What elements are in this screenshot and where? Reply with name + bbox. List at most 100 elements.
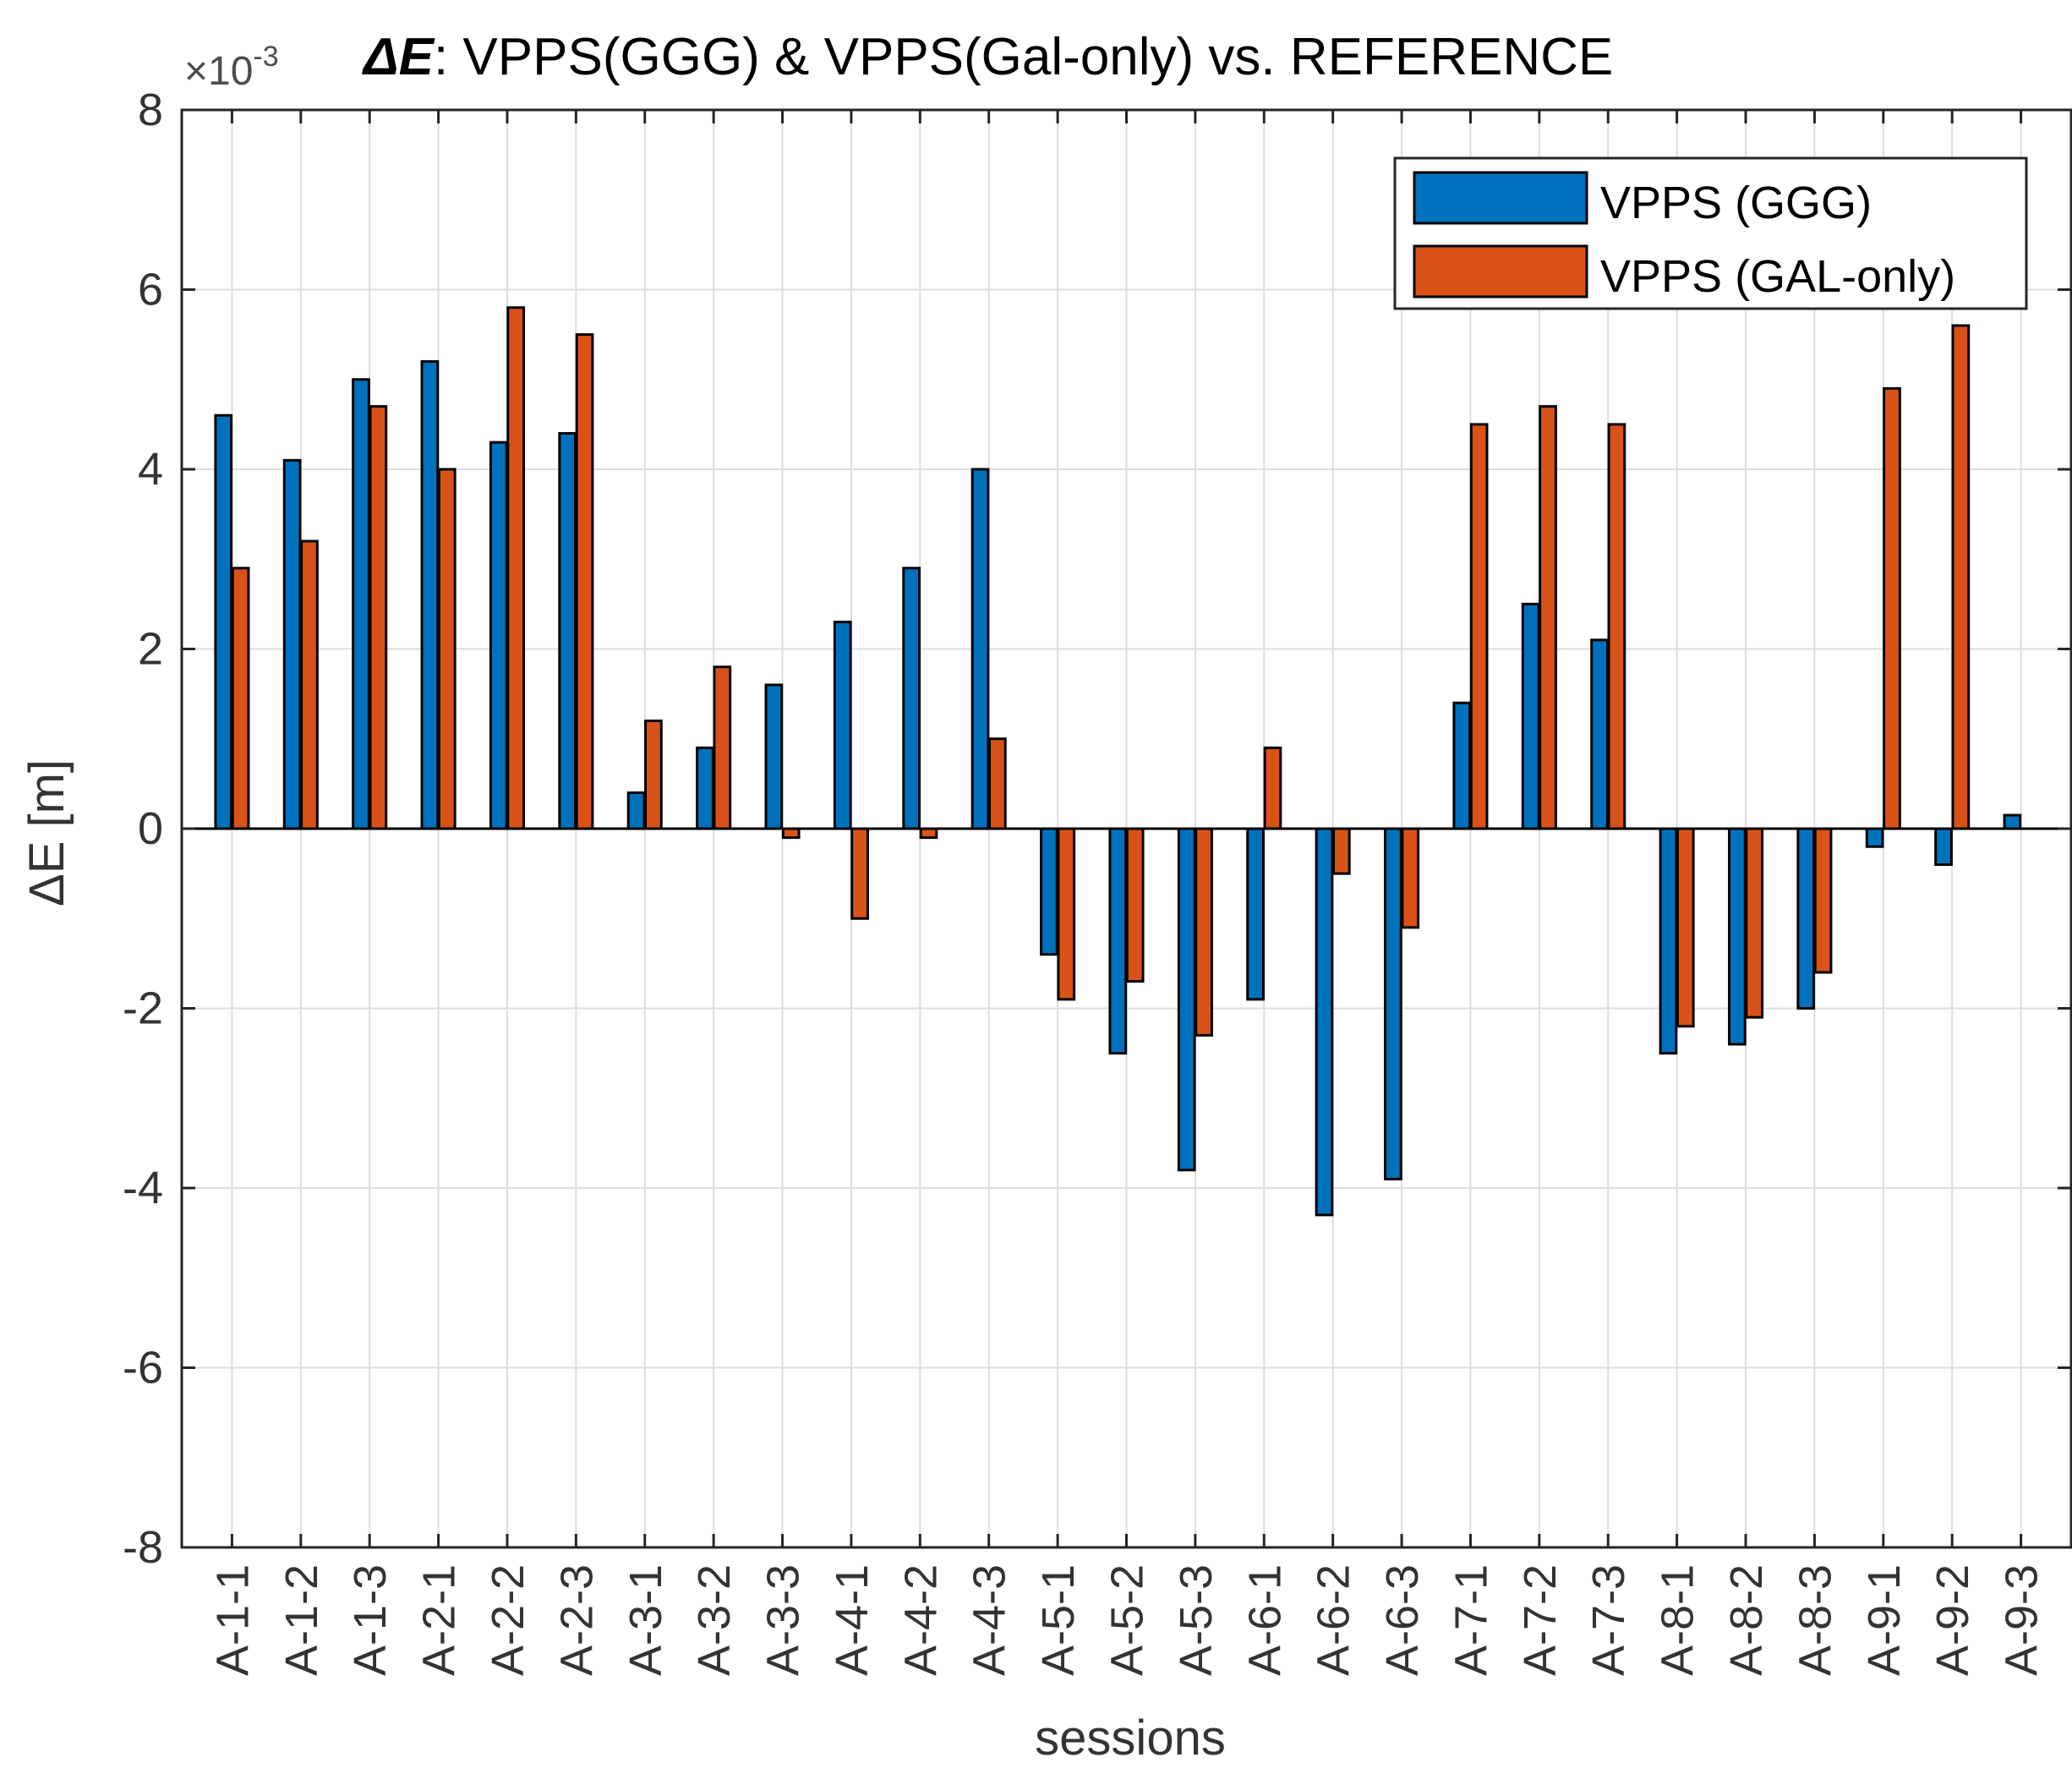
bar-gal-only-A-5-3 — [1195, 827, 1213, 1037]
legend: VPPS (GGG) VPPS (GAL-only) — [1393, 156, 2028, 310]
chart-title: ΔE: VPPS(GGG) & VPPS(Gal-only) vs. REFER… — [362, 28, 1613, 86]
bar-gal-only-A-3-1 — [644, 720, 663, 830]
bar-ggg-A-1-1 — [214, 413, 233, 830]
bar-ggg-A-3-3 — [764, 683, 784, 830]
bar-gal-only-A-5-2 — [1125, 827, 1145, 983]
bar-ggg-A-5-2 — [1108, 827, 1128, 1055]
bar-ggg-A-3-2 — [696, 746, 714, 830]
y-tick-label: 8 — [138, 85, 163, 135]
bar-gal-only-A-2-1 — [437, 468, 456, 830]
bar-ggg-A-8-2 — [1727, 827, 1747, 1046]
bar-gal-only-A-6-3 — [1401, 827, 1420, 929]
bar-gal-only-A-7-2 — [1539, 405, 1557, 830]
bar-gal-only-A-8-1 — [1676, 827, 1695, 1028]
bar-gal-only-A-1-3 — [369, 405, 388, 830]
x-tick-label: A-4-3 — [965, 1564, 1015, 1676]
y-tick-label: 2 — [138, 624, 163, 675]
x-tick-label: A-6-2 — [1309, 1564, 1359, 1676]
x-tick-label: A-5-1 — [1033, 1564, 1084, 1676]
chart-title-text: : VPPS(GGG) & VPPS(Gal-only) vs. REFEREN… — [434, 28, 1613, 86]
bar-gal-only-A-9-2 — [1951, 324, 1971, 830]
y-tick-label: 4 — [138, 444, 163, 495]
bar-gal-only-A-4-1 — [850, 827, 869, 920]
x-tick-label: A-4-2 — [895, 1564, 946, 1676]
x-tick-label: A-9-2 — [1927, 1564, 1978, 1676]
x-tick-label: A-8-1 — [1653, 1564, 1703, 1676]
x-tick-label: A-1-1 — [207, 1564, 258, 1676]
legend-swatch-gal-only — [1413, 244, 1588, 298]
x-tick-label: A-1-3 — [345, 1564, 396, 1676]
bar-ggg-A-4-1 — [833, 621, 852, 830]
x-tick-label: A-2-2 — [483, 1564, 533, 1676]
bar-gal-only-A-7-1 — [1469, 423, 1489, 830]
y-axis-label: ΔE [m] — [19, 759, 74, 906]
bar-ggg-A-2-1 — [420, 360, 440, 830]
x-tick-label: A-7-3 — [1583, 1564, 1634, 1676]
bar-ggg-A-9-1 — [1865, 827, 1884, 848]
y-tick-label: 6 — [138, 265, 163, 315]
bar-gal-only-A-8-2 — [1745, 827, 1764, 1019]
bar-gal-only-A-6-1 — [1263, 746, 1282, 830]
x-tick-label: A-5-3 — [1171, 1564, 1222, 1676]
x-tick-label: A-2-1 — [414, 1564, 465, 1676]
y-tick-label: 0 — [138, 803, 163, 854]
bar-gal-only-A-9-1 — [1883, 386, 1901, 830]
bar-ggg-A-7-3 — [1590, 638, 1609, 830]
y-tick-label: -8 — [123, 1522, 163, 1573]
x-tick-label: A-6-3 — [1377, 1564, 1428, 1676]
bar-gal-only-A-3-3 — [781, 827, 801, 840]
x-tick-label: A-8-3 — [1790, 1564, 1840, 1676]
x-tick-label: A-4-1 — [827, 1564, 877, 1676]
bar-gal-only-A-6-2 — [1331, 827, 1351, 875]
x-tick-label: A-7-2 — [1515, 1564, 1566, 1676]
bar-ggg-A-1-3 — [352, 378, 370, 830]
bar-ggg-A-3-1 — [626, 791, 646, 830]
exponent-base: ×10 — [184, 49, 253, 94]
bar-ggg-A-4-2 — [902, 567, 921, 830]
bar-gal-only-A-1-2 — [300, 539, 319, 830]
exponent-label: ×10-3 — [184, 41, 279, 94]
bar-ggg-A-2-3 — [558, 432, 577, 830]
legend-swatch-ggg — [1413, 171, 1588, 225]
bar-gal-only-A-1-1 — [231, 567, 250, 830]
y-tick-labels: -8 -6 -4 -2 0 2 4 6 8 — [123, 85, 163, 1573]
bar-gal-only-A-4-2 — [919, 827, 938, 840]
bar-ggg-A-5-3 — [1177, 827, 1196, 1172]
y-tick-label: -4 — [123, 1163, 163, 1213]
axes — [180, 108, 2072, 1549]
bar-ggg-A-9-3 — [2003, 813, 2022, 830]
bar-gal-only-A-8-3 — [1813, 827, 1833, 974]
legend-label-ggg: VPPS (GGG) — [1600, 178, 1872, 228]
bar-gal-only-A-5-1 — [1057, 827, 1076, 1001]
x-tick-label: A-1-2 — [276, 1564, 327, 1676]
bar-ggg-A-7-1 — [1452, 701, 1472, 830]
bar-ggg-A-5-1 — [1040, 827, 1058, 956]
exponent-power: -3 — [253, 41, 278, 73]
bar-ggg-A-4-3 — [970, 468, 990, 830]
bar-ggg-A-2-2 — [489, 441, 508, 830]
bar-gal-only-A-2-2 — [506, 306, 526, 830]
bar-ggg-A-6-1 — [1246, 827, 1265, 1001]
x-tick-labels: A-1-1 A-1-2 A-1-3 A-2-1 A-2-2 A-2-3 A-3-1 A-3-2… — [207, 1564, 2047, 1676]
bar-gal-only-A-7-3 — [1607, 423, 1626, 830]
x-tick-label: A-7-1 — [1446, 1564, 1496, 1676]
bar-ggg-A-1-2 — [282, 458, 302, 830]
x-tick-label: A-5-2 — [1102, 1564, 1153, 1676]
bar-gal-only-A-2-3 — [575, 333, 594, 830]
x-tick-label: A-3-3 — [758, 1564, 809, 1676]
x-tick-label: A-8-2 — [1721, 1564, 1772, 1676]
bar-gal-only-A-3-2 — [713, 665, 732, 830]
x-tick-label: A-3-2 — [689, 1564, 740, 1676]
bar-ggg-A-6-2 — [1315, 827, 1334, 1217]
y-tick-label: -6 — [123, 1343, 163, 1394]
bar-ggg-A-9-2 — [1934, 827, 1953, 866]
x-tick-label: A-2-3 — [551, 1564, 602, 1676]
bar-ggg-A-8-3 — [1796, 827, 1816, 1010]
x-axis-label: sessions — [1035, 1711, 1226, 1766]
x-tick-label: A-3-1 — [621, 1564, 671, 1676]
bar-ggg-A-8-1 — [1659, 827, 1678, 1055]
y-tick-label: -2 — [123, 983, 163, 1034]
legend-label-gal-only: VPPS (GAL-only) — [1600, 251, 1955, 302]
